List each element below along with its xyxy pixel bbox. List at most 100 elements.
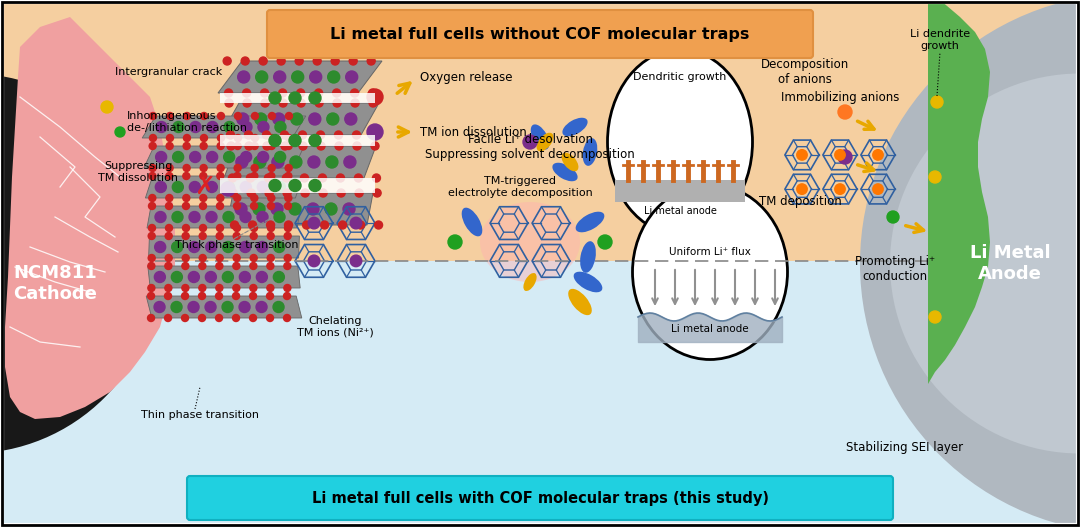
Circle shape [166,172,173,180]
Text: Li metal full cells without COF molecular traps: Li metal full cells without COF molecula… [330,26,750,42]
Circle shape [199,292,205,299]
Circle shape [319,174,326,182]
Circle shape [350,255,362,267]
Circle shape [217,142,225,150]
Ellipse shape [530,124,550,150]
Polygon shape [148,266,300,288]
Circle shape [289,203,301,215]
Circle shape [199,315,205,321]
Ellipse shape [607,50,753,235]
Circle shape [284,202,292,210]
Circle shape [156,151,166,162]
Circle shape [273,113,285,125]
Circle shape [148,255,156,261]
Text: Li metal full cells with COF molecular traps (this study): Li metal full cells with COF molecular t… [311,491,769,505]
Circle shape [205,271,216,282]
Circle shape [333,99,341,107]
Circle shape [838,150,852,164]
Circle shape [257,211,268,222]
Circle shape [173,122,184,132]
Circle shape [234,164,241,171]
Text: Li metal anode: Li metal anode [644,206,716,216]
Circle shape [285,172,292,180]
Circle shape [352,131,361,139]
Circle shape [188,271,200,282]
Circle shape [873,150,883,160]
Circle shape [148,285,154,291]
Circle shape [173,181,184,192]
Circle shape [200,142,207,150]
Circle shape [184,134,190,142]
Circle shape [149,164,157,171]
Circle shape [184,142,190,150]
Circle shape [261,99,269,107]
Circle shape [251,172,258,180]
Ellipse shape [583,138,597,166]
Circle shape [217,134,225,142]
Text: Uniform Li⁺ flux: Uniform Li⁺ flux [670,247,751,257]
Circle shape [216,225,224,231]
Text: NCM811
Cathode: NCM811 Cathode [13,264,97,303]
Circle shape [149,202,156,210]
Circle shape [184,112,190,120]
Circle shape [247,189,255,197]
Circle shape [201,134,207,142]
Circle shape [217,194,224,201]
Circle shape [307,203,319,215]
Circle shape [255,113,267,125]
Circle shape [166,112,174,120]
Circle shape [251,232,257,239]
Circle shape [181,315,189,321]
Circle shape [243,89,251,97]
Circle shape [267,221,274,229]
Circle shape [931,96,943,108]
FancyBboxPatch shape [187,476,893,520]
Circle shape [156,122,167,132]
Circle shape [216,255,224,261]
Text: Stabilizing SEI layer: Stabilizing SEI layer [847,441,963,454]
Circle shape [448,235,462,249]
Circle shape [206,151,218,162]
Circle shape [207,122,218,132]
Text: Li Metal
Anode: Li Metal Anode [970,244,1051,283]
Circle shape [333,89,340,97]
Circle shape [268,194,274,201]
Circle shape [201,112,207,120]
Circle shape [274,151,285,162]
Circle shape [234,112,242,120]
Ellipse shape [576,212,605,232]
Text: TM-triggered
electrolyte decomposition: TM-triggered electrolyte decomposition [447,176,592,198]
Circle shape [181,285,189,291]
Circle shape [302,221,311,229]
Circle shape [285,112,293,120]
Circle shape [249,292,257,299]
Polygon shape [227,193,373,225]
Circle shape [353,142,361,150]
Circle shape [171,301,183,313]
Circle shape [297,89,305,97]
Text: Immobilizing anions: Immobilizing anions [781,91,900,103]
Circle shape [251,255,257,261]
FancyBboxPatch shape [220,135,375,146]
Circle shape [309,180,321,191]
Circle shape [298,131,307,139]
Ellipse shape [562,153,579,171]
Circle shape [268,164,275,171]
Circle shape [273,71,286,83]
Circle shape [289,180,301,191]
Circle shape [166,194,173,201]
Circle shape [233,232,240,239]
Circle shape [224,57,231,65]
Polygon shape [149,236,299,258]
Circle shape [233,194,241,201]
Circle shape [335,131,342,139]
Circle shape [257,241,268,252]
Circle shape [338,221,347,229]
Circle shape [199,285,206,291]
Circle shape [332,57,339,65]
Circle shape [224,151,234,162]
Circle shape [173,151,184,162]
Circle shape [291,113,302,125]
Ellipse shape [537,133,553,151]
Circle shape [890,73,1080,454]
